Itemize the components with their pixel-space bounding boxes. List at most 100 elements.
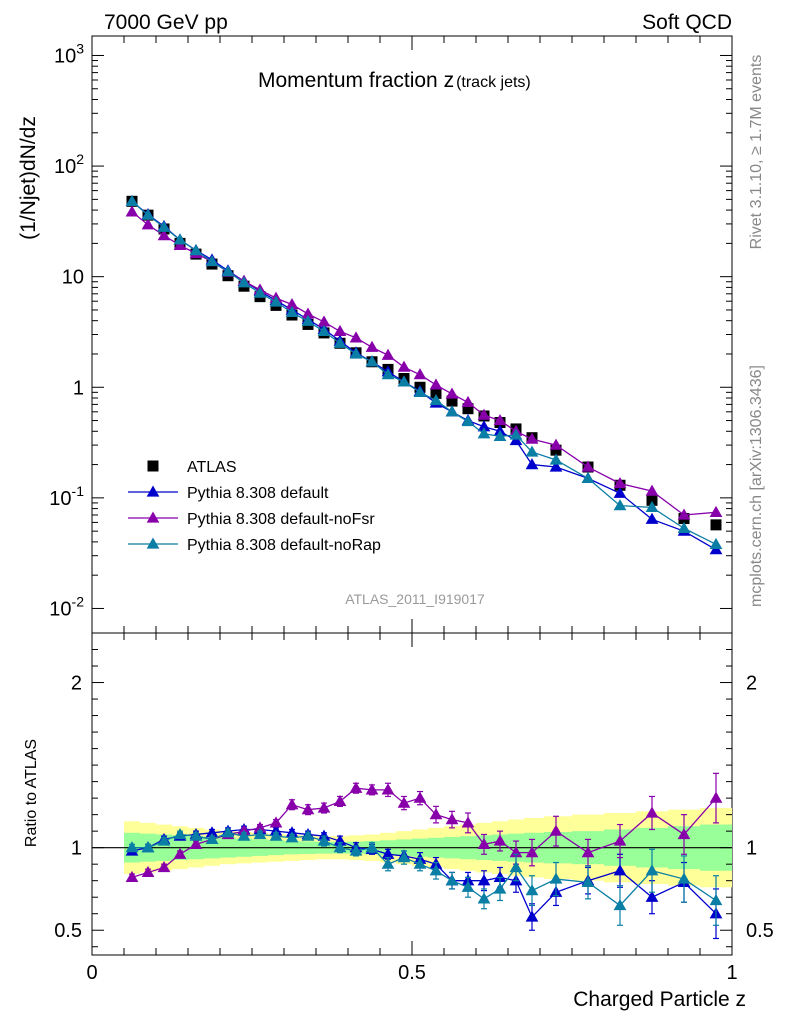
- ratio-point-2: [221, 826, 235, 838]
- mc-point-2: [493, 414, 507, 426]
- mc-point-2: [333, 324, 347, 337]
- ratio-point-2: [157, 834, 171, 846]
- header-right: Soft QCD: [642, 11, 732, 34]
- ratio-point-1: [333, 794, 347, 807]
- ratio-point-1: [445, 813, 459, 825]
- mc-point-3: [157, 220, 171, 232]
- ratio-point-1: [269, 816, 283, 828]
- ratio-point-2: [709, 893, 723, 906]
- main-y-tick-label: 10: [62, 267, 84, 289]
- mc-point-3: [301, 314, 315, 326]
- ratio-ylabel: Ratio to ATLAS: [23, 739, 40, 847]
- legend-label-2: Pythia 8.308 default-noFsr: [187, 511, 375, 528]
- mc-point-2: [413, 368, 427, 380]
- ratio-point-2: [253, 827, 267, 840]
- mc-point-3: [397, 375, 411, 387]
- ratio-point-2: [645, 864, 659, 876]
- legend-label-0: ATLAS: [187, 459, 237, 476]
- ratio-point-1: [709, 791, 723, 803]
- ratio-point-1: [317, 801, 331, 813]
- main-y-tick-label: 1: [73, 377, 84, 399]
- ratio-point-2: [613, 898, 627, 911]
- mc-point-3: [125, 194, 139, 206]
- atlas-point: [446, 395, 458, 407]
- ratio-point-1: [413, 791, 427, 803]
- ratio-series: [125, 772, 723, 940]
- ratio-point-1: [365, 783, 379, 795]
- ratio-point-1: [429, 808, 443, 820]
- ratio-point-1: [549, 824, 563, 836]
- ratio-y-tick-label-right: 0.5: [746, 920, 774, 942]
- mc-point-3: [285, 305, 299, 318]
- atlas-point: [430, 387, 442, 399]
- main-y-tick-label: 103: [54, 40, 84, 67]
- ratio-point-2: [333, 841, 347, 853]
- mc-point-2: [445, 387, 459, 399]
- ratio-point-2: [205, 832, 219, 845]
- mc-point-2: [525, 432, 539, 444]
- legend-marker-2: [146, 511, 160, 523]
- ratio-point-0: [477, 874, 491, 886]
- mc-point-3: [365, 355, 379, 367]
- ratio-point-2: [677, 872, 691, 884]
- legend: ATLAS Pythia 8.308 default Pythia 8.308 de…: [128, 459, 381, 554]
- ratio-point-1: [381, 783, 395, 795]
- main-y-tick-label: 102: [54, 151, 84, 178]
- mc-point-2: [125, 205, 139, 217]
- ratio-point-2: [413, 857, 427, 869]
- ratio-point-2: [429, 864, 443, 876]
- mc-point-3: [349, 347, 363, 359]
- mc-point-1: [509, 434, 523, 446]
- main-y-tick-label: 10-2: [49, 593, 84, 620]
- mc-point-2: [381, 348, 395, 360]
- mc-point-2: [613, 476, 627, 489]
- ratio-point-1: [677, 827, 691, 840]
- mc-point-3: [317, 324, 331, 337]
- ratio-point-2: [349, 844, 363, 856]
- ratio-point-1: [645, 806, 659, 818]
- main-series: [125, 194, 723, 555]
- legend-label-3: Pythia 8.308 default-noRap: [187, 537, 381, 554]
- legend-marker-1: [146, 485, 160, 497]
- mc-point-3: [445, 405, 459, 417]
- mc-point-3: [645, 500, 659, 513]
- mc-point-3: [525, 445, 539, 457]
- ratio-point-0: [645, 890, 659, 902]
- ratio-point-1: [477, 837, 491, 849]
- ratio-point-1: [141, 865, 155, 878]
- ratio-point-2: [525, 884, 539, 896]
- legend-label-1: Pythia 8.308 default: [187, 485, 329, 502]
- mc-point-3: [189, 244, 203, 256]
- ratio-point-1: [397, 796, 411, 808]
- mc-point-3: [509, 428, 523, 440]
- legend-marker-atlas: [147, 460, 159, 472]
- ratio-point-2: [237, 829, 251, 841]
- mc-point-3: [613, 499, 627, 511]
- mc-point-2: [645, 484, 659, 496]
- ratio-point-1: [493, 834, 507, 846]
- analysis-watermark: ATLAS_2011_I919017: [345, 591, 485, 607]
- ratio-y-tick-label: 1: [71, 838, 82, 860]
- mc-point-3: [141, 208, 155, 220]
- mc-point-2: [157, 229, 171, 241]
- ratio-bands: [92, 808, 732, 888]
- header-left: 7000 GeV pp: [104, 11, 228, 34]
- ratio-point-2: [365, 841, 379, 853]
- mc-point-3: [677, 521, 691, 533]
- main-y-tick-label: 10-1: [49, 483, 84, 510]
- ratio-point-0: [525, 910, 539, 922]
- mc-point-2: [429, 378, 443, 390]
- ratio-y-tick-label: 2: [71, 673, 82, 695]
- mc-point-3: [429, 393, 443, 406]
- ratio-point-1: [301, 803, 315, 815]
- mc-point-2: [141, 218, 155, 230]
- ratio-point-1: [581, 846, 595, 858]
- ratio-point-2: [301, 829, 315, 841]
- mc-point-3: [221, 265, 235, 277]
- mc-point-2: [173, 238, 187, 250]
- ratio-point-1: [157, 860, 171, 873]
- mc-point-3: [477, 427, 491, 439]
- atlas-point: [462, 403, 474, 415]
- ratio-point-2: [189, 829, 203, 841]
